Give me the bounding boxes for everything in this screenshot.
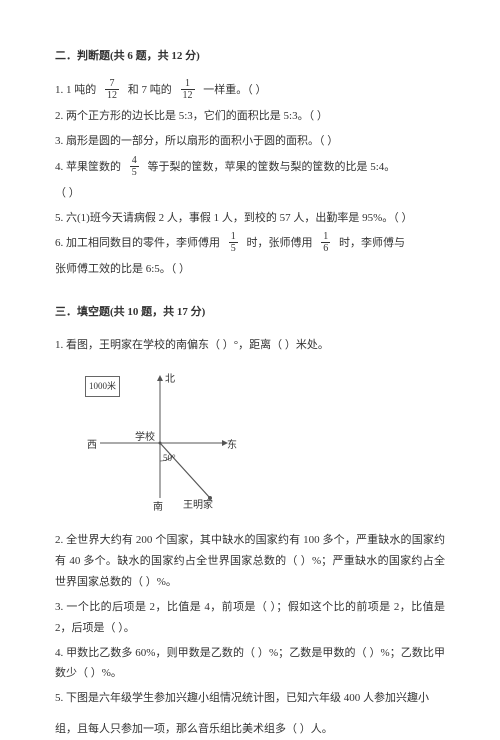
east-label: 东: [227, 436, 237, 455]
north-label: 北: [165, 370, 175, 389]
q2-5: 5. 六(1)班今天请病假 2 人，事假 1 人，到校的 57 人，出勤率是 9…: [55, 208, 445, 229]
q2-1-frac1: 7 12: [105, 78, 119, 101]
q2-1-frac2: 1 12: [181, 78, 195, 101]
q2-4-text-a: 4. 苹果筐数的: [55, 161, 121, 173]
q2-4-text-b: 等于梨的筐数，苹果的筐数与梨的筐数的比是 5:4。: [148, 161, 396, 173]
q2-4: 4. 苹果筐数的 4 5 等于梨的筐数，苹果的筐数与梨的筐数的比是 5:4。: [55, 156, 445, 179]
home-label: 王明家: [183, 496, 213, 515]
frac-num: 7: [105, 78, 119, 90]
q2-6-text-c: 时，李师傅与: [339, 237, 405, 249]
q3-4: 4. 甲数比乙数多 60%，则甲数是乙数的（ ）%；乙数是甲数的（ ）%；乙数比…: [55, 643, 445, 685]
q3-5b: 组，且每人只参加一项，那么音乐组比美术组多（ ）人。: [55, 719, 445, 740]
q2-6-text-a: 6. 加工相同数目的零件，李师傅用: [55, 237, 220, 249]
q2-6-frac1: 1 5: [229, 231, 238, 254]
q2-6: 6. 加工相同数目的零件，李师傅用 1 5 时，张师傅用 1 6 时，李师傅与: [55, 232, 445, 255]
q2-3: 3. 扇形是圆的一部分，所以扇形的面积小于圆的面积。（ ）: [55, 131, 445, 152]
compass-figure: 1000米 北 南 西 东 学校 50° 王明家: [75, 368, 245, 518]
west-label: 西: [87, 436, 97, 455]
q3-2: 2. 全世界大约有 200 个国家，其中缺水的国家约有 100 多个，严重缺水的…: [55, 530, 445, 593]
section-3-title: 三．填空题(共 10 题，共 17 分): [55, 302, 445, 323]
q2-6-line2: 张师傅工效的比是 6:5。（ ）: [55, 259, 445, 280]
q2-4-frac: 4 5: [130, 155, 139, 178]
angle-label: 50°: [163, 450, 176, 467]
q2-2: 2. 两个正方形的边长比是 5:3，它们的面积比是 5:3。（ ）: [55, 106, 445, 127]
school-label: 学校: [135, 428, 155, 447]
frac-den: 5: [130, 167, 139, 178]
scale-label: 1000米: [85, 376, 120, 397]
frac-num: 1: [229, 231, 238, 243]
frac-num: 4: [130, 155, 139, 167]
q2-1: 1. 1 吨的 7 12 和 7 吨的 1 12 一样重。（ ）: [55, 79, 445, 102]
frac-den: 6: [321, 243, 330, 254]
frac-num: 1: [181, 78, 195, 90]
frac-den: 12: [105, 90, 119, 101]
q2-6-text-b: 时，张师傅用: [247, 237, 313, 249]
section-2-title: 二．判断题(共 6 题，共 12 分): [55, 46, 445, 67]
frac-num: 1: [321, 231, 330, 243]
q2-1-text-b: 和 7 吨的: [128, 84, 172, 96]
frac-den: 12: [181, 90, 195, 101]
q3-5: 5. 下图是六年级学生参加兴趣小组情况统计图，已知六年级 400 人参加兴趣小: [55, 688, 445, 709]
q2-1-text-c: 一样重。（ ）: [203, 84, 266, 96]
south-label: 南: [153, 498, 163, 517]
q3-3: 3. 一个比的后项是 2，比值是 4，前项是（ ）；假如这个比的前项是 2，比值…: [55, 597, 445, 639]
q2-6-frac2: 1 6: [321, 231, 330, 254]
frac-den: 5: [229, 243, 238, 254]
q2-1-text-a: 1. 1 吨的: [55, 84, 96, 96]
q2-4-paren: （ ）: [55, 183, 445, 204]
q3-1: 1. 看图，王明家在学校的南偏东（ ）°，距离（ ）米处。: [55, 335, 445, 356]
